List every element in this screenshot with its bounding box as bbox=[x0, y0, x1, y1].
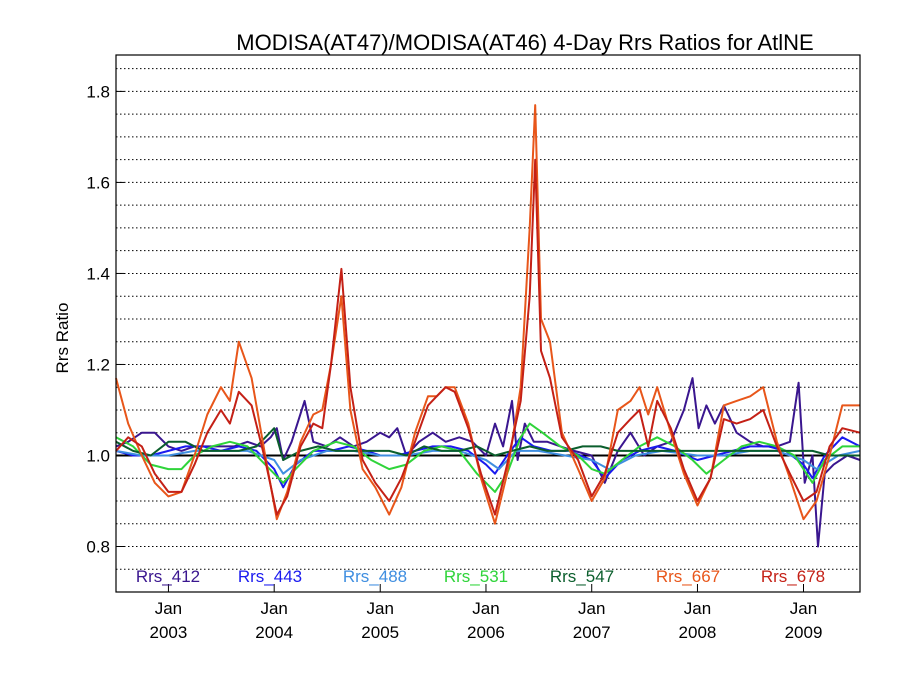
series-line-rrs-412 bbox=[115, 377, 861, 548]
x-tick-year: 2007 bbox=[573, 623, 611, 642]
legend-entry-rrs-531: Rrs_531 bbox=[444, 567, 508, 586]
series-line-rrs-667 bbox=[115, 104, 860, 525]
legend-entry-rrs-443: Rrs_443 bbox=[238, 567, 302, 586]
x-tick-year: 2009 bbox=[785, 623, 823, 642]
x-tick-month: Jan bbox=[367, 599, 394, 618]
x-tick-month: Jan bbox=[684, 599, 711, 618]
x-tick-month: Jan bbox=[578, 599, 605, 618]
x-tick-month: Jan bbox=[472, 599, 499, 618]
y-tick-label: 0.8 bbox=[86, 537, 110, 556]
series-line-rrs-531 bbox=[115, 422, 860, 493]
legend-entry-rrs-678: Rrs_678 bbox=[761, 567, 825, 586]
x-axis-ticks: Jan 2003 Jan 2004 Jan 2005 Jan 2006 Jan 2007 Jan 20… bbox=[150, 584, 823, 642]
series-line-rrs-547 bbox=[115, 427, 860, 461]
y-tick-label: 1.8 bbox=[86, 82, 110, 101]
y-tick-label: 1.6 bbox=[86, 173, 110, 192]
series-line-rrs-488 bbox=[115, 449, 861, 475]
x-tick-month: Jan bbox=[260, 599, 287, 618]
y-tick-label: 1.2 bbox=[86, 355, 110, 374]
x-tick-month: Jan bbox=[155, 599, 182, 618]
legend-entry-rrs-667: Rrs_667 bbox=[656, 567, 720, 586]
x-tick-year: 2005 bbox=[361, 623, 399, 642]
y-axis-ticks: 0.8 1.0 1.2 1.4 1.6 1.8 bbox=[86, 82, 124, 556]
x-tick-year: 2004 bbox=[255, 623, 293, 642]
series-lines bbox=[115, 104, 861, 548]
x-tick-year: 2006 bbox=[467, 623, 505, 642]
legend-entry-rrs-412: Rrs_412 bbox=[136, 567, 200, 586]
legend: Rrs_412 Rrs_443 Rrs_488 Rrs_531 Rrs_547 Rrs_6… bbox=[136, 567, 825, 586]
series-line-rrs-678 bbox=[115, 158, 861, 516]
legend-entry-rrs-488: Rrs_488 bbox=[343, 567, 407, 586]
x-tick-month: Jan bbox=[790, 599, 817, 618]
legend-entry-rrs-547: Rrs_547 bbox=[550, 567, 614, 586]
y-tick-label: 1.0 bbox=[86, 446, 110, 465]
plot-frame bbox=[115, 54, 861, 593]
chart-title: MODISA(AT47)/MODISA(AT46) 4-Day Rrs Rati… bbox=[236, 30, 813, 55]
y-tick-label: 1.4 bbox=[86, 264, 110, 283]
x-tick-year: 2003 bbox=[150, 623, 188, 642]
y-axis-label: Rrs Ratio bbox=[53, 303, 72, 374]
x-tick-year: 2008 bbox=[679, 623, 717, 642]
